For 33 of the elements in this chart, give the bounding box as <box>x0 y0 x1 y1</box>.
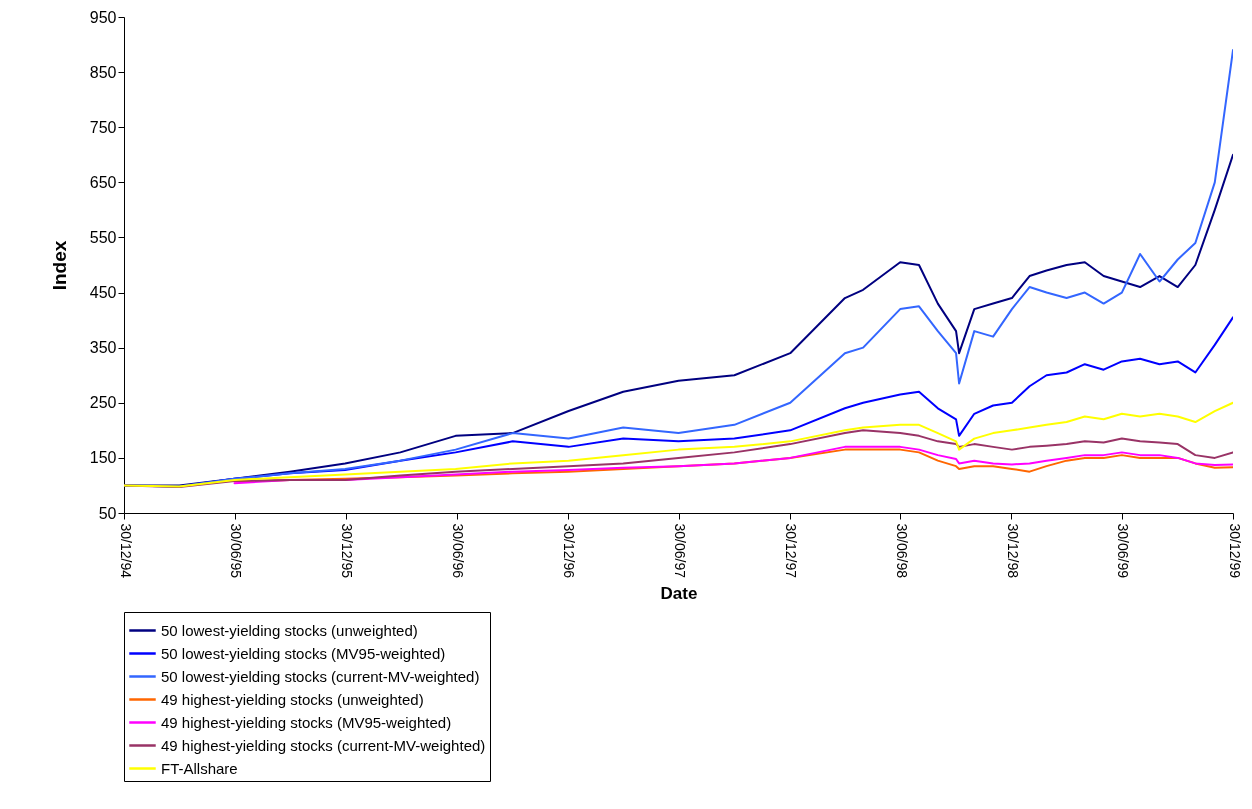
legend-label: 50 lowest-yielding stocks (current-MV-weighted) <box>161 667 480 685</box>
y-tick-label: 50 <box>98 504 117 522</box>
line-series <box>124 429 1233 489</box>
legend-label: 50 lowest-yielding stocks (unweighted) <box>161 621 418 639</box>
x-tick-label: 30/12/98 <box>1004 523 1021 579</box>
y-tick-label: 150 <box>89 449 117 467</box>
line-series <box>124 153 1233 487</box>
y-tick-label: 350 <box>89 339 117 357</box>
y-tick-label: 450 <box>89 284 117 302</box>
legend-label: 49 highest-yielding stocks (MV95-weighted) <box>161 713 452 731</box>
x-tick-label: 30/12/97 <box>783 523 800 579</box>
x-tick-label: 30/12/96 <box>561 523 578 579</box>
y-tick-label: 950 <box>89 8 117 26</box>
y-tick-label: 250 <box>89 394 117 412</box>
x-tick-label: 30/06/95 <box>228 523 245 579</box>
x-tick-label: 30/06/98 <box>893 523 910 579</box>
x-tick-label: 30/12/99 <box>1226 523 1243 579</box>
y-axis-title: Index <box>48 240 70 291</box>
x-tick-label: 30/12/94 <box>117 523 134 579</box>
legend-label: 49 highest-yielding stocks (unweighted) <box>161 690 424 708</box>
y-tick-label: 850 <box>89 63 117 81</box>
y-tick-label: 750 <box>89 118 117 136</box>
legend-label: FT-Allshare <box>161 759 238 777</box>
line-series <box>124 401 1233 488</box>
x-tick-label: 30/06/99 <box>1115 523 1132 579</box>
x-tick-label: 30/06/96 <box>450 523 467 579</box>
x-axis-title: Date <box>660 584 698 603</box>
x-tick-label: 30/12/95 <box>339 523 356 579</box>
legend-label: 50 lowest-yielding stocks (MV95-weighted) <box>161 644 446 662</box>
y-tick-label: 650 <box>89 173 117 191</box>
x-tick-label: 30/06/97 <box>672 523 688 579</box>
legend-label: 49 highest-yielding stocks (current-MV-weighted) <box>161 736 486 754</box>
y-tick-label: 550 <box>89 228 117 246</box>
